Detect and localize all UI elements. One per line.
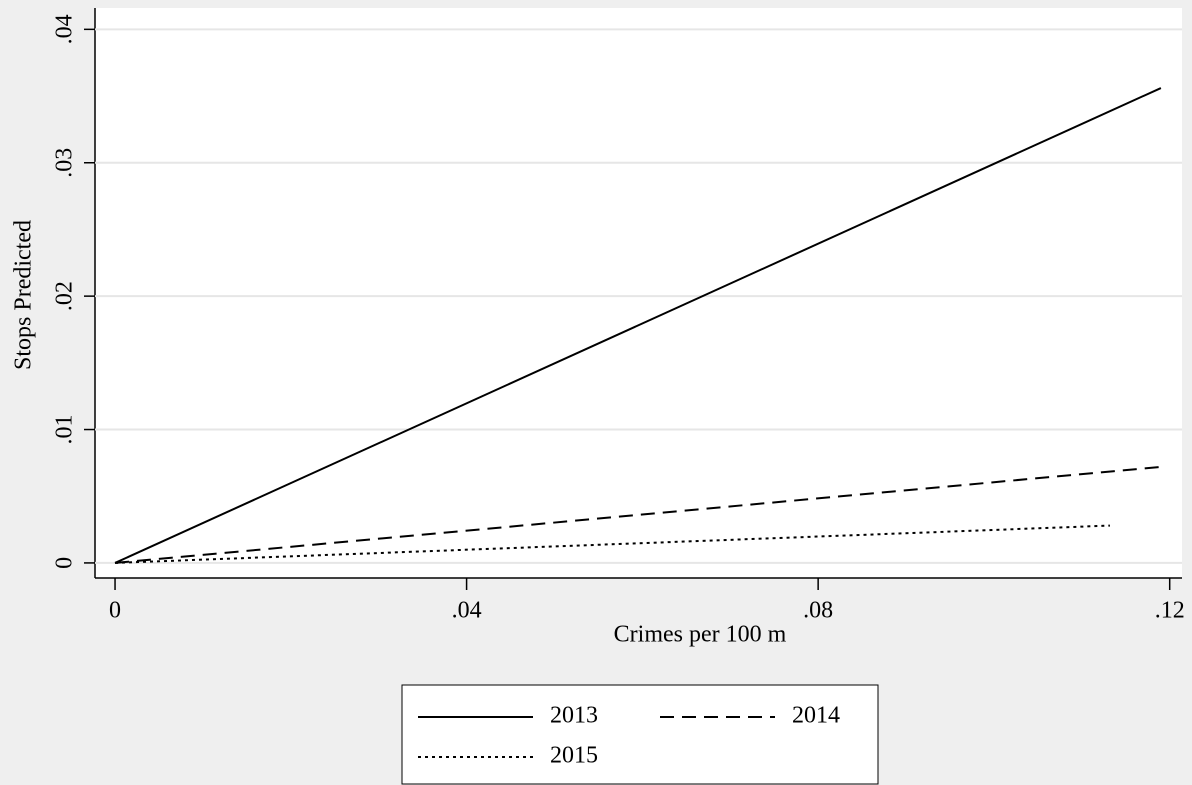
series-line [115, 524, 1110, 564]
series-line [114, 87, 1162, 564]
legend-label: 2015 [550, 743, 598, 769]
legend-label: 2014 [792, 703, 840, 729]
x-tick-label: .08 [803, 598, 833, 624]
plot-area [95, 8, 1182, 578]
x-tick-label: .12 [1155, 598, 1185, 624]
y-tick-label: .01 [52, 415, 78, 445]
x-axis-title: Crimes per 100 m [614, 622, 787, 648]
x-tick-label: .04 [452, 598, 482, 624]
y-tick-label: 0 [52, 557, 78, 569]
y-tick-label: .04 [52, 14, 78, 44]
legend-box [401, 684, 879, 785]
y-axis-title: Stops Predicted [11, 220, 37, 370]
y-tick-label: .03 [52, 148, 78, 178]
legend-label: 2013 [550, 703, 598, 729]
x-tick-label: 0 [109, 598, 121, 624]
y-tick-label: .02 [52, 281, 78, 311]
